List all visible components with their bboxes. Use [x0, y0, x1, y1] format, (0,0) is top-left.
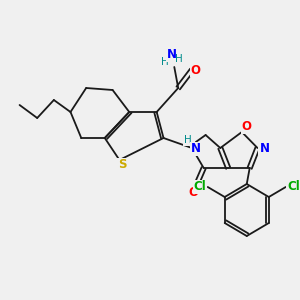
Text: O: O [191, 64, 201, 76]
Text: Cl: Cl [194, 181, 206, 194]
Text: O: O [242, 121, 252, 134]
Text: O: O [188, 185, 198, 199]
Text: N: N [260, 142, 269, 154]
Text: H: H [160, 57, 168, 67]
Text: H: H [184, 135, 192, 145]
Text: N: N [191, 142, 201, 155]
Text: S: S [118, 158, 127, 172]
Text: Cl: Cl [287, 181, 300, 194]
Text: H: H [175, 54, 183, 64]
Text: N: N [167, 49, 177, 62]
